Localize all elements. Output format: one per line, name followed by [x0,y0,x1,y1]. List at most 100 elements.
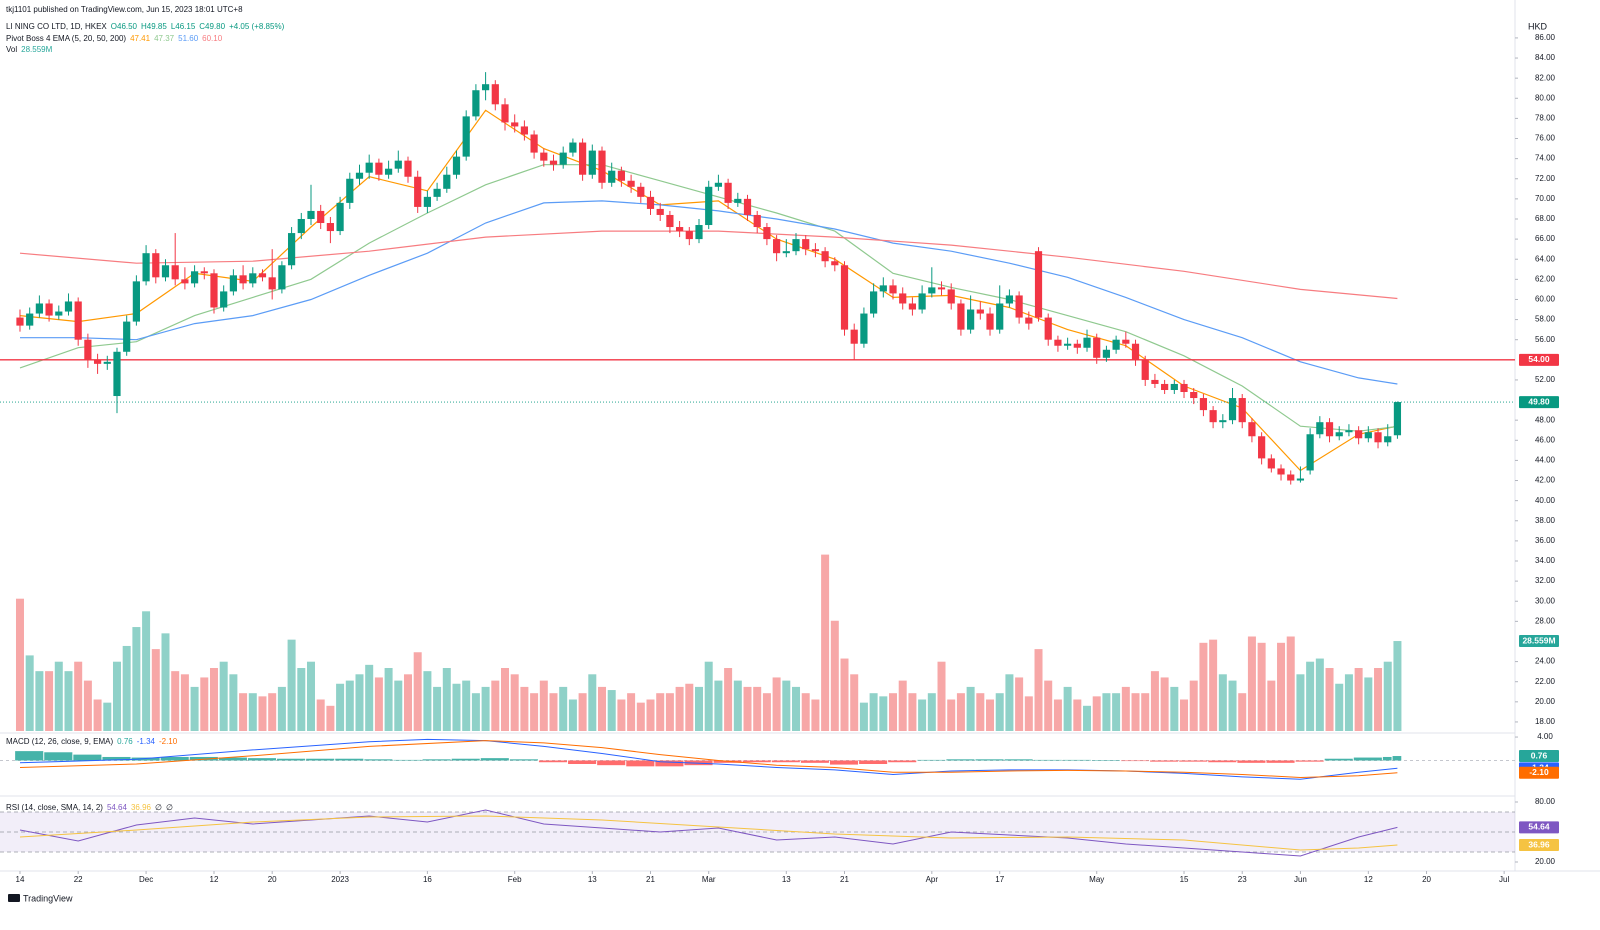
volume-bar [442,668,451,731]
macd-histogram-bar [917,759,946,761]
volume-bar [1228,680,1237,731]
candle-body [491,84,499,105]
macd-histogram-bar [509,759,538,761]
price-badge [1519,766,1559,779]
x-tick-label: 21 [646,875,655,884]
volume-bar [636,702,645,731]
candle-body [908,303,917,310]
rsi-na: ∅ [166,803,173,812]
candle-body [190,271,199,284]
ohlc-value: L46.15 [171,22,196,31]
y-tick-label: 72.00 [1535,174,1556,183]
candle-body [530,134,538,153]
macd-histogram-bar [73,754,102,761]
candle-body [1316,422,1324,435]
candle-body [161,265,170,278]
y-tick-label: 20.00 [1535,857,1556,866]
volume-bar [869,693,878,731]
candle-body [1277,468,1285,475]
volume-bar [336,683,345,731]
volume-bar [501,668,509,731]
legend: RSI (14, close, SMA, 14, 2) 54.64 36.96 ∅ ∅ [6,803,173,812]
candle-body [93,359,102,364]
candle-body [249,273,257,284]
y-tick-label: 56.00 [1535,335,1556,344]
y-tick-label: 4.00 [1537,732,1553,741]
x-tick-label: 16 [423,875,432,884]
candle-body [1034,251,1043,318]
y-tick-label: 52.00 [1535,375,1556,384]
candle-body [229,275,237,292]
candle-body [1296,478,1305,481]
candle-body [433,188,441,197]
volume-bar [1160,677,1169,731]
macd-histogram-bar [1266,760,1295,763]
candle-body [957,303,965,330]
legend: LI NING CO LTD, 1D, HKEX O46.50 H49.85 L46.… [6,22,285,31]
rsi-value: 54.64 [107,803,128,812]
macd-histogram-bar [771,760,800,763]
volume-bar [782,680,791,731]
candle-body [821,251,829,262]
macd-histogram-bar [277,758,306,761]
indicator-name: Pivot Boss 4 EMA (5, 20, 50, 200) [6,34,126,43]
x-tick-label: Apr [926,875,939,884]
legend: MACD (12, 26, close, 9, EMA) 0.76 -1.34 -2.… [6,737,178,746]
ohlc-value: O46.50 [111,22,138,31]
volume-bar [1053,699,1062,731]
rsi-title: RSI (14, close, SMA, 14, 2) [6,803,103,812]
volume-bar [248,693,257,731]
volume-bar [879,696,888,731]
candle-body [1151,379,1159,384]
y-tick-label: 84.00 [1535,53,1556,62]
volume-bar [898,680,907,731]
x-tick-label: 15 [1180,875,1189,884]
candle-body [268,277,276,290]
y-tick-label: 80.00 [1535,93,1556,102]
volume-bar [646,699,655,731]
candle-body [1209,410,1217,423]
candle-body [220,291,228,308]
candle-body [540,152,548,161]
x-tick-label: Mar [702,875,716,884]
volume-bar [743,686,752,731]
y-tick-label: 22.00 [1535,677,1556,686]
ema-value: 47.37 [154,34,175,43]
volume-bar [1315,658,1324,731]
macd-line [19,740,1398,779]
volume-bar [122,645,131,731]
candle-body [355,172,364,179]
y-tick-label: 46.00 [1535,435,1556,444]
volume-bar [491,680,500,731]
y-tick-label: 70.00 [1535,194,1556,203]
y-tick-label: 18.00 [1535,717,1556,726]
volume-bar [1150,671,1159,731]
volume-bar [714,680,723,731]
volume-bar [306,661,315,731]
volume-bar [112,661,121,731]
macd-histogram-bar [1179,760,1208,762]
y-tick-label: 24.00 [1535,657,1556,666]
macd-histogram-bar [1120,760,1150,762]
candle-body [394,160,402,169]
macd-histogram-bar [44,752,73,761]
volume-bar [568,699,577,731]
x-tick-label: Dec [139,875,153,884]
volume-bar [598,686,607,731]
volume-bar [1112,693,1121,731]
volume-bar [801,693,810,731]
candle-body [1364,432,1372,439]
y-tick-label: 34.00 [1535,556,1556,565]
candle-body [1374,432,1382,443]
volume-bar [617,699,626,731]
volume-bar [229,674,238,731]
candle-body [656,208,664,215]
volume-bar [1073,699,1082,731]
volume-bar [1034,649,1043,731]
candle-body [511,122,519,127]
candle-body [258,273,267,278]
candle-body [1131,343,1140,360]
y-tick-label: 64.00 [1535,254,1556,263]
ohlc-value: C49.80 [199,22,225,31]
volume-bar [724,668,733,731]
